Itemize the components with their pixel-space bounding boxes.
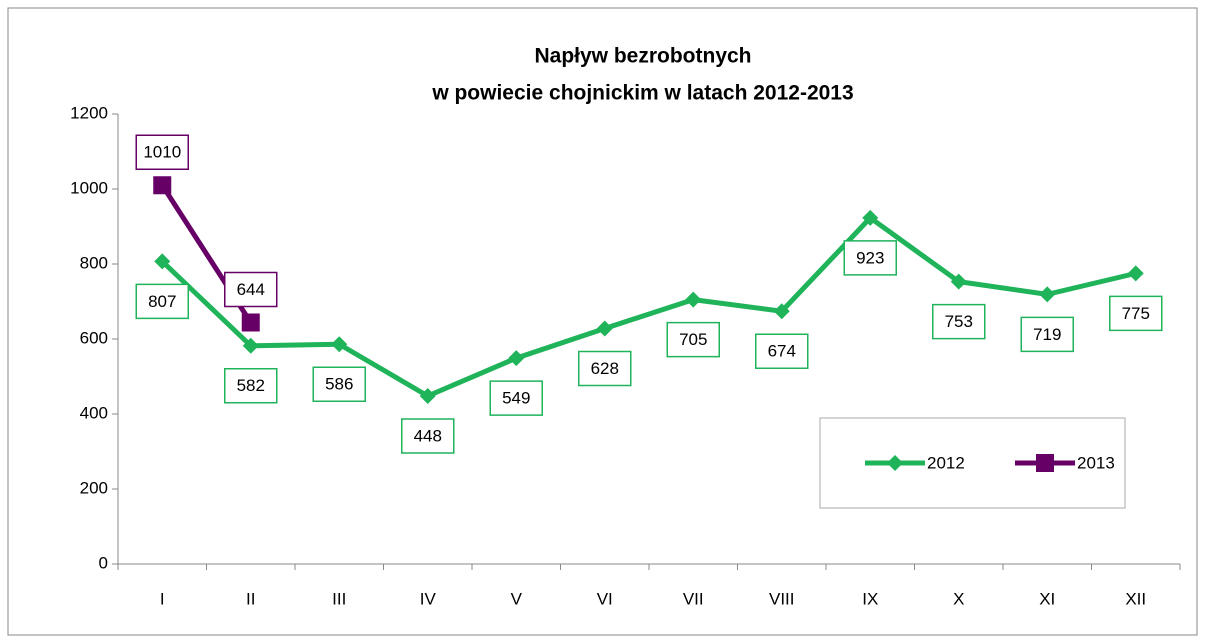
data-point	[508, 350, 525, 367]
y-tick-label: 200	[80, 478, 108, 497]
legend-marker	[1036, 454, 1054, 472]
data-label-box	[755, 333, 809, 369]
data-point	[154, 253, 171, 270]
y-tick-label: 1200	[70, 103, 108, 122]
data-label-box	[135, 134, 189, 170]
series-line	[160, 215, 1137, 399]
data-label: 719	[1033, 325, 1061, 344]
x-tick-label: VIII	[769, 589, 795, 608]
legend-marker	[887, 455, 903, 471]
data-label: 775	[1122, 304, 1150, 323]
data-label: 753	[945, 312, 973, 331]
data-label-box	[578, 350, 632, 387]
data-point	[1039, 286, 1056, 303]
data-label: 582	[237, 376, 265, 395]
data-label-box	[224, 271, 278, 308]
x-tick-label: XI	[1039, 589, 1055, 608]
data-label-box	[489, 380, 543, 416]
data-point	[685, 291, 702, 308]
x-tick-label: VI	[597, 589, 613, 608]
data-point	[950, 273, 967, 290]
data-label: 674	[768, 342, 796, 361]
data-label: 807	[148, 292, 176, 311]
data-point	[331, 336, 348, 353]
data-label-box	[312, 366, 366, 402]
legend-label: 2013	[1077, 453, 1115, 472]
chart-title: Napływ bezrobotnych	[534, 45, 751, 68]
data-label: 448	[414, 426, 442, 445]
x-tick-label: I	[160, 589, 165, 608]
x-tick-label: V	[511, 589, 523, 608]
data-point	[773, 303, 790, 320]
data-label-box	[843, 240, 897, 276]
data-label-box	[401, 418, 455, 454]
legend-label: 2012	[927, 453, 965, 472]
data-point	[242, 337, 259, 354]
chart-border	[7, 7, 1198, 636]
data-point	[153, 176, 172, 195]
chart-title: w powiecie chojnickim w latach 2012-2013	[431, 82, 853, 105]
x-tick-label: IX	[862, 589, 878, 608]
data-point	[862, 209, 879, 226]
data-label-box	[1020, 316, 1074, 353]
y-tick-label: 0	[99, 553, 108, 572]
data-label: 644	[237, 280, 265, 299]
x-tick-label: VII	[683, 589, 704, 608]
y-tick-label: 600	[80, 328, 108, 347]
data-label: 628	[591, 359, 619, 378]
y-tick-label: 800	[80, 253, 108, 272]
data-label-box	[932, 303, 986, 340]
data-label: 586	[325, 375, 353, 394]
data-point	[596, 320, 613, 337]
x-tick-label: IV	[420, 589, 437, 608]
data-label-box	[1109, 295, 1163, 332]
data-label: 549	[502, 389, 530, 408]
y-tick-label: 400	[80, 403, 108, 422]
data-point	[419, 388, 436, 404]
data-point	[241, 313, 260, 332]
x-tick-label: X	[953, 589, 964, 608]
data-label-box	[135, 283, 189, 320]
x-tick-label: XII	[1125, 589, 1146, 608]
data-label: 705	[679, 330, 707, 349]
data-label-box	[666, 321, 720, 358]
data-label: 923	[856, 248, 884, 267]
data-label: 1010	[143, 143, 181, 162]
data-label-box	[224, 368, 278, 404]
data-point	[1127, 265, 1144, 282]
x-tick-label: III	[332, 589, 346, 608]
y-tick-label: 1000	[70, 178, 108, 197]
x-tick-label: II	[246, 589, 255, 608]
